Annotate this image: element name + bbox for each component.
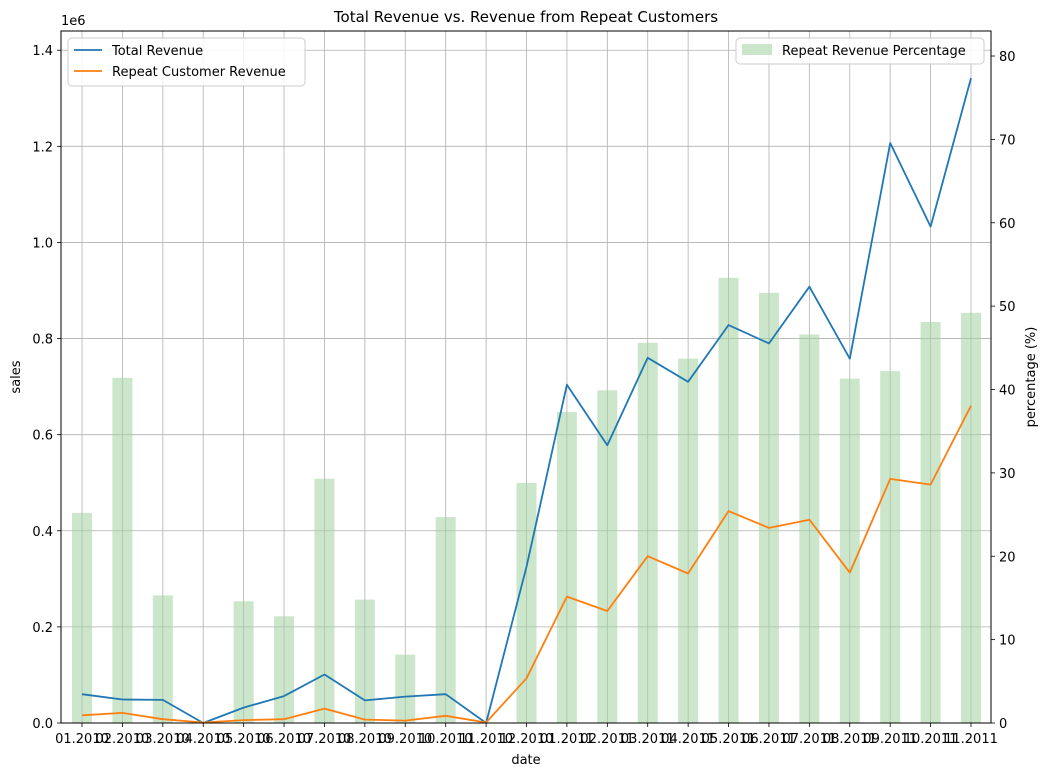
y-right-tick-label: 10 [999,634,1016,649]
y-right-tick-label: 0 [999,717,1007,732]
x-tick-label: 11.2010 [459,732,513,747]
percentage-bar [961,312,981,723]
y-right-tick-label: 60 [999,217,1016,232]
x-tick-label: 10.2010 [419,732,473,747]
percentage-bar [799,334,820,723]
x-tick-label: 03.2011 [621,732,675,747]
legend-line-label: Repeat Customer Revenue [112,65,286,80]
x-tick-label: 01.2011 [540,732,594,747]
percentage-bar [274,616,295,723]
plot-frame [60,30,992,724]
percentage-bar [839,378,860,723]
percentage-bar [72,512,92,723]
percentage-bar [597,390,618,723]
x-tick-label: 09.2011 [863,732,917,747]
percentage-bar [637,342,658,723]
percentage-bar [314,478,335,723]
total-revenue-line [81,77,972,724]
percentage-bar [395,654,416,723]
legend-bars-box [735,37,985,65]
x-tick-label: 05.2011 [702,732,756,747]
legend-bar-swatch [742,44,772,55]
percentage-bar [758,292,779,723]
x-tick-label: 02.2010 [96,732,150,747]
percentage-bar [152,595,173,723]
x-tick-label: 06.2010 [257,732,311,747]
x-tick-label: 02.2011 [580,732,634,747]
legend-lines: Total Revenue Repeat Customer Revenue [67,37,306,87]
x-tick-label: 12.2010 [500,732,554,747]
chart-title: Total Revenue vs. Revenue from Repeat Cu… [333,8,718,26]
left-axis-multiplier: 1e6 [61,14,86,29]
y-left-tick-label: 0.2 [32,621,53,636]
x-tick-label: 07.2010 [298,732,352,747]
percentage-bar [233,601,254,723]
percentage-bar [556,412,577,723]
percentage-bar [718,277,739,723]
repeat-revenue-line [81,405,972,724]
y-right-tick-label: 20 [999,550,1016,565]
y-left-tick-label: 0.8 [32,333,53,348]
y-right-tick-label: 80 [999,50,1016,65]
y-right-tick-label: 30 [999,467,1016,482]
x-axis-label: date [511,753,540,768]
y-left-tick-label: 1.4 [32,44,53,59]
x-tick-label: 10.2011 [904,732,958,747]
x-tick-label: 04.2010 [176,732,230,747]
y-left-tick-label: 0.6 [32,429,53,444]
percentage-bar [435,517,456,723]
x-tick-label: 01.2010 [55,732,109,747]
legend-bar-label: Repeat Revenue Percentage [782,44,966,59]
percentage-bar [920,321,941,723]
y-right-tick-label: 70 [999,133,1016,148]
y-left-tick-label: 1.2 [32,140,53,155]
ticks-layer: 01.201002.201003.201004.201005.201006.20… [32,44,1015,747]
x-tick-label: 03.2010 [136,732,190,747]
legend-lines-box [67,37,306,87]
x-tick-label: 11.2011 [944,732,998,747]
percentage-bar [880,371,901,723]
y-right-tick-label: 50 [999,300,1016,315]
x-tick-label: 09.2010 [378,732,432,747]
x-tick-label: 08.2010 [338,732,392,747]
y-left-tick-label: 0.4 [32,525,53,540]
percentage-bar [354,599,375,723]
x-tick-label: 05.2010 [217,732,271,747]
legend-line-label: Total Revenue [111,44,203,59]
y-left-tick-label: 0.0 [32,717,53,732]
percentage-bar [112,377,133,723]
percentage-bar [678,358,699,723]
y-left-tick-label: 1.0 [32,236,53,251]
y-right-tick-label: 40 [999,384,1016,399]
x-tick-label: 04.2011 [661,732,715,747]
y-right-axis-label: percentage (%) [1024,327,1039,428]
x-tick-label: 06.2011 [742,732,796,747]
x-tick-label: 08.2011 [823,732,877,747]
y-left-axis-label: sales [9,360,24,393]
legend-bars: Repeat Revenue Percentage [735,37,985,65]
lines-layer [81,77,972,724]
x-tick-label: 07.2011 [782,732,836,747]
